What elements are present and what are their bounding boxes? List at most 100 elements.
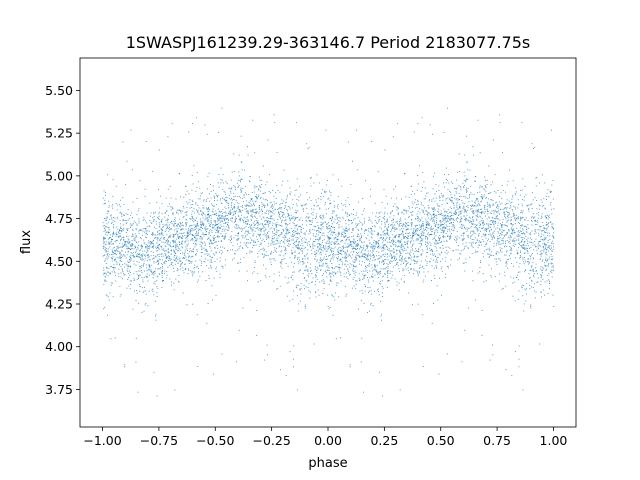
- data-point: [471, 200, 473, 202]
- data-point: [165, 277, 167, 279]
- data-point: [288, 217, 290, 219]
- data-point: [131, 248, 133, 249]
- data-point: [504, 191, 506, 193]
- data-point: [345, 260, 347, 262]
- data-point: [224, 220, 226, 221]
- data-point: [251, 205, 253, 207]
- data-point: [526, 239, 528, 241]
- data-point: [125, 257, 127, 259]
- data-point: [485, 280, 487, 282]
- data-point: [425, 241, 426, 243]
- data-point: [347, 269, 349, 271]
- data-point: [393, 240, 394, 241]
- data-point: [442, 218, 444, 220]
- data-point: [371, 264, 373, 266]
- data-point: [529, 284, 531, 286]
- data-point: [207, 213, 209, 215]
- data-point: [223, 228, 225, 230]
- data-point: [220, 211, 222, 213]
- data-point: [253, 244, 255, 246]
- data-point: [217, 232, 219, 234]
- data-point: [245, 206, 247, 207]
- data-point: [122, 220, 124, 222]
- data-point: [183, 272, 185, 274]
- data-point: [234, 207, 236, 209]
- data-point: [349, 214, 351, 216]
- data-point: [235, 227, 237, 229]
- data-point: [135, 271, 137, 273]
- data-point: [314, 236, 316, 238]
- data-point: [390, 260, 392, 262]
- data-point: [549, 247, 551, 249]
- data-point: [217, 217, 218, 219]
- data-point: [170, 209, 172, 211]
- data-point: [289, 206, 291, 208]
- data-point: [491, 238, 493, 240]
- data-point: [106, 256, 108, 258]
- data-point: [434, 217, 436, 219]
- data-point: [122, 237, 124, 239]
- data-point: [244, 192, 246, 194]
- data-point: [346, 249, 348, 251]
- data-point: [521, 189, 523, 191]
- data-point: [329, 199, 331, 201]
- data-point: [142, 259, 144, 260]
- data-point: [378, 271, 380, 273]
- data-point: [250, 215, 252, 217]
- data-point: [185, 246, 187, 248]
- data-point: [167, 240, 169, 241]
- data-point: [254, 260, 256, 262]
- data-point: [352, 278, 354, 280]
- data-point: [516, 235, 518, 237]
- data-point: [294, 245, 296, 247]
- data-point: [432, 175, 434, 177]
- data-point: [207, 216, 209, 218]
- data-point: [404, 244, 406, 246]
- data-point: [499, 243, 501, 245]
- data-point: [500, 233, 502, 235]
- data-point: [136, 198, 138, 199]
- data-point: [506, 199, 508, 201]
- data-point: [331, 220, 333, 222]
- data-point: [478, 202, 480, 204]
- data-point: [136, 255, 137, 257]
- data-point: [454, 194, 456, 196]
- data-point: [354, 270, 356, 272]
- data-point: [324, 192, 326, 194]
- data-point: [362, 224, 364, 226]
- data-point: [545, 224, 547, 226]
- data-point: [139, 290, 141, 292]
- data-point: [477, 119, 479, 121]
- data-point: [506, 220, 508, 222]
- data-point: [380, 211, 382, 213]
- data-point: [162, 280, 163, 282]
- data-point: [478, 203, 480, 205]
- data-point: [348, 239, 350, 241]
- data-point: [550, 204, 551, 206]
- data-point: [301, 261, 303, 263]
- data-point: [504, 271, 506, 273]
- data-point: [216, 258, 218, 260]
- data-point: [119, 256, 121, 258]
- data-point: [233, 198, 234, 200]
- data-point: [176, 225, 177, 227]
- data-point: [240, 135, 242, 137]
- data-point: [317, 204, 319, 206]
- data-point: [502, 224, 504, 226]
- data-point: [198, 268, 199, 269]
- data-point: [187, 253, 189, 255]
- data-point: [123, 236, 125, 238]
- data-point: [519, 194, 521, 196]
- data-point: [289, 219, 291, 221]
- data-point: [149, 259, 151, 261]
- data-point: [295, 286, 297, 288]
- data-point: [401, 248, 403, 250]
- data-point: [156, 286, 158, 288]
- data-point: [428, 212, 430, 214]
- data-point: [492, 344, 493, 346]
- data-point: [471, 208, 473, 210]
- data-point: [400, 220, 402, 222]
- data-point: [106, 217, 108, 218]
- data-point: [505, 265, 507, 267]
- data-point: [488, 226, 490, 228]
